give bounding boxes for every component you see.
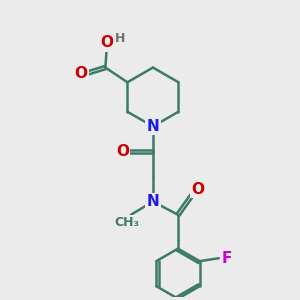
Text: O: O [74, 66, 87, 81]
Text: H: H [115, 32, 125, 45]
Text: CH₃: CH₃ [114, 216, 139, 229]
Text: O: O [116, 144, 129, 159]
Text: F: F [222, 251, 232, 266]
Text: N: N [147, 194, 159, 209]
Text: O: O [100, 35, 113, 50]
Text: O: O [191, 182, 205, 197]
Text: N: N [147, 119, 159, 134]
